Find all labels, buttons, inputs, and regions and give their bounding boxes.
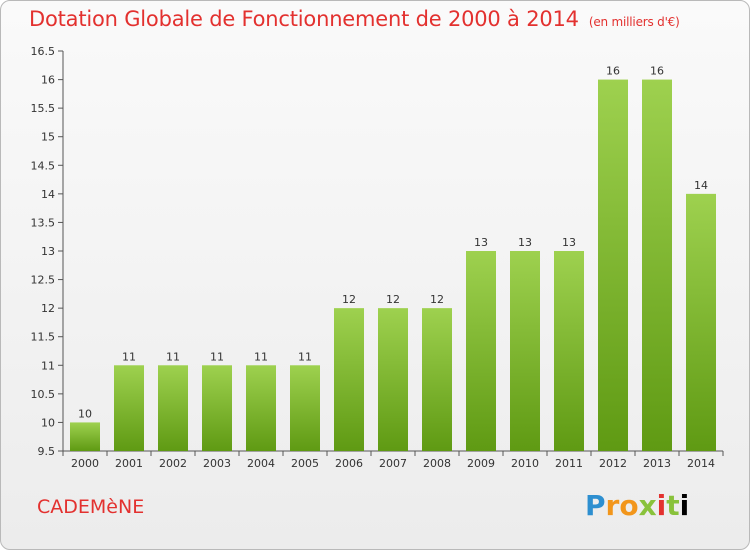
x-tick-label: 2011 [555,457,583,470]
bar-value-label: 16 [606,65,620,78]
y-tick-label: 11.5 [31,331,56,344]
bar [202,365,232,451]
bar [378,308,408,451]
x-tick-label: 2013 [643,457,671,470]
bar [598,79,628,452]
bar-value-label: 11 [298,350,312,363]
y-tick-label: 12.5 [31,274,56,287]
y-tick-label: 9.5 [38,445,56,458]
logo-letter: i [679,489,690,522]
x-tick-label: 2014 [687,457,715,470]
bar-value-label: 12 [342,293,356,306]
bar-value-label: 12 [430,293,444,306]
y-tick-label: 12 [41,302,55,315]
chart-title: Dotation Globale de Fonctionnement de 20… [29,7,680,31]
x-tick-label: 2008 [423,457,451,470]
bar [290,365,320,451]
bar [246,365,276,451]
bar [510,251,540,451]
bar [422,308,452,451]
logo-letter: r [605,489,620,522]
logo-letter: x [638,489,657,522]
bar-value-labels: 10 11 11 11 11 11 12 12 12 13 13 13 16 16 14 [78,65,708,421]
x-tick-label: 2002 [159,457,187,470]
bar [70,422,100,451]
bar-value-label: 14 [694,179,708,192]
bar [114,365,144,451]
logo-letter: o [619,489,639,522]
bar-value-label: 13 [474,236,488,249]
proxiti-logo: Proxiti [585,489,689,522]
bar [158,365,188,451]
x-tick-label: 2004 [247,457,275,470]
bar [466,251,496,451]
x-tick-label: 2012 [599,457,627,470]
bars [70,79,716,452]
bar-value-label: 16 [650,65,664,78]
chart-title-text: Dotation Globale de Fonctionnement de 20… [29,7,579,31]
logo-letter: P [585,489,606,522]
bar [642,79,672,452]
x-tick-label: 2009 [467,457,495,470]
logo-letter: t [666,489,680,522]
y-tick-label: 15 [41,131,55,144]
y-tick-label: 15.5 [31,102,56,115]
x-tick-label: 2001 [115,457,143,470]
x-tick-label: 2003 [203,457,231,470]
axes: 9.5 10 10.5 11 11.5 12 12.5 13 13.5 14 14.5 15 15.5 1… [31,45,724,470]
bar-value-label: 13 [562,236,576,249]
y-tick-label: 10.5 [31,388,56,401]
bar-value-label: 11 [254,350,268,363]
commune-name: CADEMèNE [37,496,145,518]
y-tick-label: 16.5 [31,45,56,58]
bar [334,308,364,451]
y-tick-label: 13.5 [31,216,56,229]
bar [686,193,716,451]
bar-value-label: 11 [166,350,180,363]
bar-value-label: 10 [78,407,92,420]
chart-subtitle: (en milliers d'€) [588,15,680,29]
bar-value-label: 11 [210,350,224,363]
x-tick-label: 2006 [335,457,363,470]
y-tick-label: 16 [41,74,55,87]
y-tick-label: 10 [41,416,55,429]
x-tick-label: 2000 [71,457,99,470]
x-tick-label: 2005 [291,457,319,470]
x-tick-label: 2010 [511,457,539,470]
y-tick-label: 11 [41,359,55,372]
logo-letter: i [656,489,667,522]
x-tick-label: 2007 [379,457,407,470]
bar-value-label: 11 [122,350,136,363]
y-tick-label: 14 [41,188,55,201]
bar [554,251,584,451]
y-tick-label: 14.5 [31,159,56,172]
bar-value-label: 13 [518,236,532,249]
y-tick-label: 13 [41,245,55,258]
bar-value-label: 12 [386,293,400,306]
